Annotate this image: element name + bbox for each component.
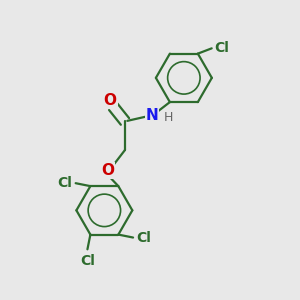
Text: Cl: Cl [80, 254, 95, 268]
Text: Cl: Cl [136, 230, 152, 244]
Text: N: N [146, 108, 159, 123]
Text: Cl: Cl [57, 176, 72, 190]
Text: O: O [104, 93, 117, 108]
Text: Cl: Cl [214, 41, 230, 55]
Text: H: H [164, 111, 173, 124]
Text: O: O [101, 163, 114, 178]
